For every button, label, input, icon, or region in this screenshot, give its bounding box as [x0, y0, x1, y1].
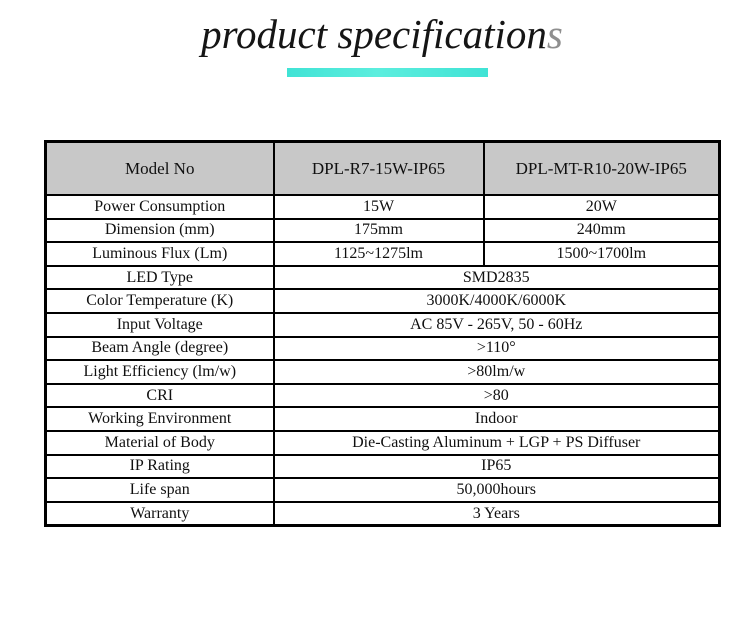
table-row-dimension: Dimension (mm) 175mm 240mm: [44, 217, 721, 244]
table-row-cri: CRI >80: [44, 382, 721, 409]
row-label: Dimension (mm): [44, 217, 275, 244]
row-value-span: >80lm/w: [272, 359, 721, 385]
row-value-span: >110°: [272, 335, 721, 362]
header-model-no: Model No: [44, 140, 275, 196]
row-value: 240mm: [482, 217, 721, 244]
table-row-power-consumption: Power Consumption 15W 20W: [44, 194, 721, 220]
row-value-span: >80: [272, 382, 721, 409]
row-label: IP Rating: [44, 453, 275, 480]
row-label: Working Environment: [44, 406, 275, 432]
row-value-span: 3 Years: [272, 500, 721, 527]
row-value-span: Die-Casting Aluminum + LGP + PS Diffuser: [272, 429, 721, 456]
row-value: 1500~1700lm: [482, 241, 721, 267]
row-label: Input Voltage: [44, 311, 275, 338]
row-label: Life span: [44, 477, 275, 503]
page-title-text: product specification: [201, 11, 547, 57]
table-row-warranty: Warranty 3 Years: [44, 500, 721, 527]
spec-table: Model No DPL-R7-15W-IP65 DPL-MT-R10-20W-…: [44, 140, 721, 528]
row-label: Beam Angle (degree): [44, 335, 275, 362]
row-label: Material of Body: [44, 429, 275, 456]
page-title-tail: s: [546, 11, 563, 57]
row-label: CRI: [44, 382, 275, 409]
table-row-luminous-flux: Luminous Flux (Lm) 1125~1275lm 1500~1700…: [44, 241, 721, 267]
table-row-light-efficiency: Light Efficiency (lm/w) >80lm/w: [44, 359, 721, 385]
header-model-dpl-r7: DPL-R7-15W-IP65: [272, 140, 485, 196]
title-underline: [287, 68, 488, 77]
row-value: 15W: [272, 194, 485, 220]
row-value: 20W: [482, 194, 721, 220]
row-value-span: Indoor: [272, 406, 721, 432]
page-title: product specifications: [14, 11, 750, 57]
table-row-working-environment: Working Environment Indoor: [44, 406, 721, 432]
row-value-span: 3000K/4000K/6000K: [272, 288, 721, 314]
table-row-beam-angle: Beam Angle (degree) >110°: [44, 335, 721, 362]
row-value: 175mm: [272, 217, 485, 244]
row-label: Warranty: [44, 500, 275, 527]
table-row-color-temperature: Color Temperature (K) 3000K/4000K/6000K: [44, 288, 721, 314]
header-model-dpl-mt-r10: DPL-MT-R10-20W-IP65: [482, 140, 721, 196]
table-row-input-voltage: Input Voltage AC 85V - 265V, 50 - 60Hz: [44, 311, 721, 338]
row-value-span: 50,000hours: [272, 477, 721, 503]
table-row-life-span: Life span 50,000hours: [44, 477, 721, 503]
table-row-material-of-body: Material of Body Die-Casting Aluminum + …: [44, 429, 721, 456]
row-value-span: AC 85V - 265V, 50 - 60Hz: [272, 311, 721, 338]
row-label: Light Efficiency (lm/w): [44, 359, 275, 385]
row-label: Power Consumption: [44, 194, 275, 220]
table-row-ip-rating: IP Rating IP65: [44, 453, 721, 480]
row-label: Color Temperature (K): [44, 288, 275, 314]
table-row-led-type: LED Type SMD2835: [44, 264, 721, 291]
row-label: LED Type: [44, 264, 275, 291]
row-value: 1125~1275lm: [272, 241, 485, 267]
row-value-span: SMD2835: [272, 264, 721, 291]
table-header-row: Model No DPL-R7-15W-IP65 DPL-MT-R10-20W-…: [44, 140, 721, 196]
row-value-span: IP65: [272, 453, 721, 480]
row-label: Luminous Flux (Lm): [44, 241, 275, 267]
